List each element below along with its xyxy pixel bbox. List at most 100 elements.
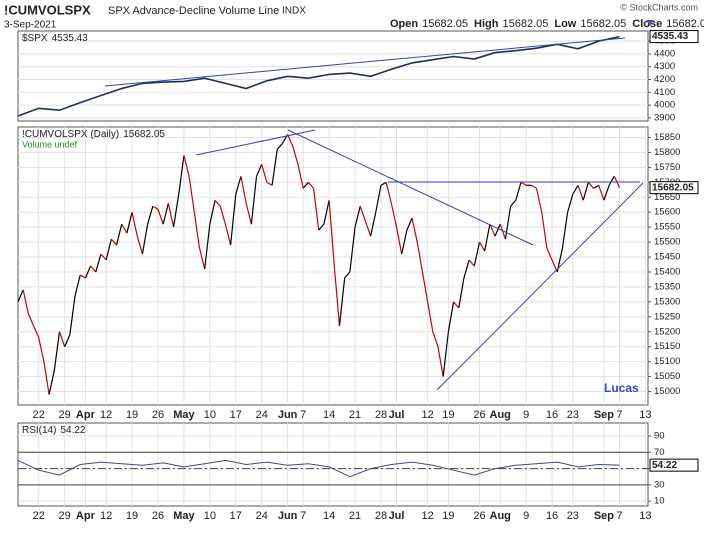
- quote-label: Close: [632, 18, 662, 30]
- value-badge-text: 4535.43: [652, 31, 689, 42]
- y-tick-label: 3900: [654, 112, 675, 123]
- y-tick-label: 15750: [654, 162, 680, 173]
- x-tick-label: May: [173, 510, 195, 522]
- line-segment: [541, 212, 548, 249]
- volume-note: Volume undef: [22, 139, 78, 149]
- line-segment: [520, 181, 527, 186]
- line-segment: [473, 241, 481, 267]
- line-segment: [468, 259, 475, 267]
- line-segment: [577, 185, 584, 201]
- y-tick-label: 4000: [654, 100, 675, 111]
- line-segment: [84, 265, 92, 279]
- y-tick-label: 30: [654, 479, 665, 490]
- line-segment: [390, 203, 398, 228]
- line-segment: [385, 182, 392, 204]
- x-tick-label: May: [173, 409, 195, 421]
- line-segment: [219, 206, 226, 225]
- x-tick-label: 28: [375, 510, 387, 522]
- line-segment: [375, 185, 382, 213]
- line-segment: [572, 184, 579, 195]
- y-tick-label: 15600: [654, 207, 680, 218]
- line-segment: [27, 313, 35, 327]
- x-tick-label: 21: [349, 409, 361, 421]
- x-tick-label: Jun: [278, 409, 298, 421]
- trendline: [104, 37, 626, 87]
- line-segment: [598, 185, 605, 201]
- line-segment: [489, 223, 496, 237]
- x-tick-label: Jul: [389, 510, 405, 522]
- legend-name: !CUMVOLSPX (Daily): [22, 129, 119, 140]
- line-segment: [437, 346, 444, 377]
- line-segment: [416, 241, 424, 273]
- line-segment: [603, 185, 610, 201]
- line-segment: [147, 206, 154, 225]
- y-tick-label: 15100: [654, 356, 680, 367]
- y-tick-label: 15400: [654, 266, 680, 277]
- line-segment: [338, 277, 346, 326]
- line-segment: [318, 223, 325, 231]
- line-segment: [33, 325, 40, 338]
- x-tick-label: 12: [100, 510, 112, 522]
- y-tick-label: 15050: [654, 371, 680, 382]
- line-segment: [131, 212, 138, 237]
- line-segment: [58, 331, 66, 347]
- x-tick-label: 29: [59, 409, 71, 421]
- y-tick-label: 15550: [654, 222, 680, 233]
- line-segment: [349, 227, 356, 273]
- x-tick-label: 29: [59, 510, 71, 522]
- x-tick-label: 22: [33, 409, 45, 421]
- line-segment: [463, 259, 470, 279]
- line-segment: [494, 223, 501, 237]
- line-segment: [17, 289, 24, 303]
- quote-value: 15682.05: [502, 18, 548, 30]
- x-tick-label: Jun: [278, 510, 298, 522]
- dropdown-icon[interactable]: [646, 20, 654, 26]
- line-segment: [90, 265, 97, 273]
- line-segment: [105, 238, 112, 261]
- line-segment: [162, 203, 169, 225]
- y-tick-label: 15200: [654, 326, 680, 337]
- line-segment: [157, 209, 164, 225]
- line-segment: [442, 331, 449, 377]
- x-tick-label: 22: [33, 510, 45, 522]
- line-segment: [364, 220, 372, 237]
- y-tick-label: 15150: [654, 341, 680, 352]
- line-segment: [499, 223, 506, 240]
- line-segment: [178, 155, 185, 195]
- line-segment: [250, 176, 258, 225]
- value-badge-text: 15682.05: [652, 182, 694, 193]
- x-tick-label: 12: [100, 409, 112, 421]
- line-segment: [48, 370, 55, 395]
- line-segment: [395, 227, 403, 255]
- value-badge: [649, 458, 699, 472]
- x-tick-label: 9: [523, 409, 529, 421]
- x-tick-label: 13: [639, 409, 651, 421]
- trendline: [436, 182, 644, 391]
- plots: 3900400041004200430044004500$SPX4535.434…: [17, 30, 699, 522]
- trendlines: [104, 37, 644, 391]
- legend: !CUMVOLSPX (Daily) 15682.05: [22, 129, 165, 140]
- line-segment: [292, 146, 299, 165]
- line-segment: [328, 200, 335, 267]
- x-tick-label: 7: [616, 510, 622, 522]
- line-segment: [453, 301, 460, 309]
- y-tick-label: 15500: [654, 237, 680, 248]
- line-segment: [582, 182, 589, 201]
- line-segment: [421, 271, 429, 302]
- line-segment: [110, 238, 117, 246]
- value-badge: [649, 30, 699, 44]
- line-segment: [307, 181, 315, 189]
- y-tick-label: 15800: [654, 147, 680, 158]
- legend-value: 15682.05: [123, 129, 165, 140]
- x-tick-label: 23: [567, 409, 579, 421]
- x-tick-label: 28: [375, 409, 387, 421]
- legend-value: 54.22: [60, 425, 85, 436]
- x-tick-label: 13: [639, 510, 651, 522]
- line-segment: [287, 134, 294, 147]
- line-segment: [354, 206, 361, 228]
- x-tick-label: 16: [546, 510, 558, 522]
- x-tick-label: 12: [422, 409, 434, 421]
- symbol-name: SPX Advance-Decline Volume Line: [108, 5, 279, 17]
- y-tick-label: 15000: [654, 386, 680, 397]
- y-tick-label: 70: [654, 447, 665, 458]
